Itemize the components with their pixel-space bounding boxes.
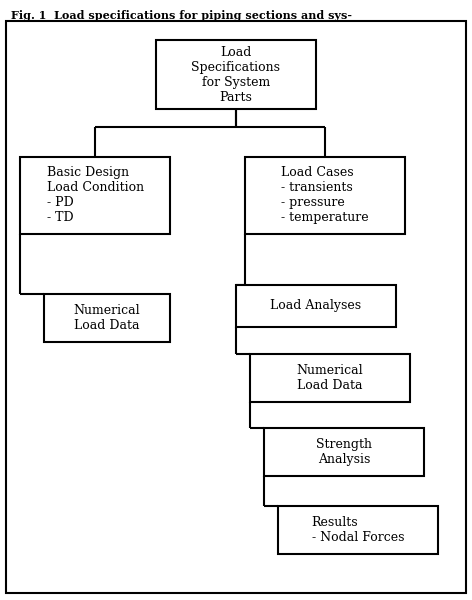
FancyBboxPatch shape <box>245 157 405 235</box>
Text: Numerical
Load Data: Numerical Load Data <box>296 364 363 392</box>
Text: Fig. 1  Load specifications for piping sections and sys-: Fig. 1 Load specifications for piping se… <box>11 10 352 22</box>
FancyBboxPatch shape <box>20 157 170 235</box>
Text: Load Analyses: Load Analyses <box>270 299 362 313</box>
FancyBboxPatch shape <box>156 40 316 109</box>
Text: Strength
Analysis: Strength Analysis <box>316 438 372 466</box>
FancyBboxPatch shape <box>264 428 424 476</box>
FancyBboxPatch shape <box>43 294 170 342</box>
FancyBboxPatch shape <box>278 506 438 554</box>
Text: Load
Specifications
for System
Parts: Load Specifications for System Parts <box>192 46 280 104</box>
Text: Results
- Nodal Forces: Results - Nodal Forces <box>312 516 404 544</box>
Text: Numerical
Load Data: Numerical Load Data <box>74 304 140 332</box>
Text: Basic Design
Load Condition
- PD
- TD: Basic Design Load Condition - PD - TD <box>47 166 144 224</box>
Text: Load Cases
- transients
- pressure
- temperature: Load Cases - transients - pressure - tem… <box>281 166 369 224</box>
FancyBboxPatch shape <box>250 354 410 401</box>
FancyBboxPatch shape <box>236 285 396 327</box>
